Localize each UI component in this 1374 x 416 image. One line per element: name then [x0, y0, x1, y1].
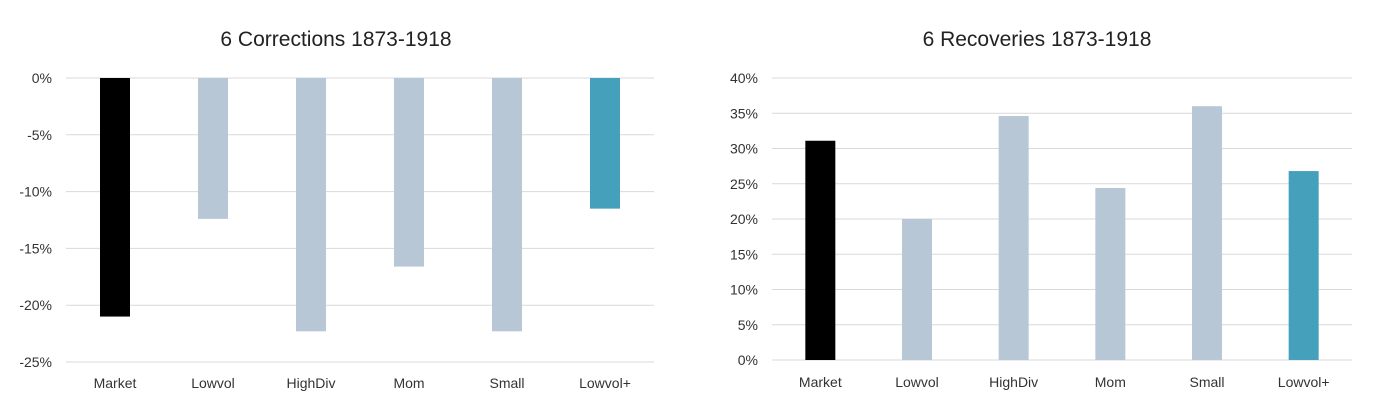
- chart-title: 6 Recoveries 1873-1918: [922, 28, 1152, 51]
- x-category-label: HighDiv: [989, 374, 1038, 390]
- x-category-label: Lowvol: [191, 375, 235, 391]
- bar-lowvol: [1288, 171, 1319, 360]
- bar-lowvol: [902, 219, 932, 360]
- bar-small: [492, 78, 522, 332]
- x-category-label: Market: [94, 375, 137, 391]
- bar-highdiv: [998, 116, 1029, 360]
- bar-highdiv: [296, 78, 326, 332]
- y-tick-label: 35%: [730, 105, 758, 121]
- x-category-label: Lowvol+: [579, 375, 631, 391]
- x-category-label: Mom: [1095, 374, 1126, 390]
- bar-market: [100, 78, 130, 317]
- corrections-chart-panel: 6 Corrections 1873-1918 0% -5% -10% -15% -20…: [0, 0, 672, 416]
- x-category-label: HighDiv: [286, 375, 335, 391]
- chart-title: 6 Corrections 1873-1918: [220, 28, 452, 51]
- recoveries-chart-panel: 6 Recoveries 1873-1918 40% 35% 30% 25% 20% 15…: [700, 0, 1374, 416]
- bar-small: [1192, 106, 1222, 360]
- bar-mom: [1095, 187, 1126, 360]
- x-category-label: Small: [1189, 374, 1224, 390]
- y-tick-label: 15%: [730, 246, 758, 262]
- y-tick-label: 20%: [730, 211, 758, 227]
- x-category-label: Lowvol+: [1278, 374, 1330, 390]
- x-category-label: Mom: [393, 375, 424, 391]
- y-tick-label: 0%: [738, 352, 758, 368]
- y-tick-label: 30%: [730, 141, 758, 157]
- bar-mom: [394, 78, 424, 267]
- x-category-label: Market: [799, 374, 842, 390]
- x-category-label: Lowvol: [895, 374, 939, 390]
- bar-lowvol: [590, 78, 620, 209]
- y-tick-label: -5%: [27, 127, 52, 143]
- y-tick-label: 10%: [730, 282, 758, 298]
- y-tick-label: -10%: [19, 184, 52, 200]
- y-tick-label: -20%: [19, 297, 52, 313]
- y-tick-label: -15%: [19, 240, 52, 256]
- bar-market: [805, 140, 836, 360]
- x-category-label: Small: [489, 375, 524, 391]
- y-tick-label: -25%: [19, 354, 52, 370]
- recoveries-bar-chart: 40% 35% 30% 25% 20% 15% 10% 5% 0% Market Lowvol Hig…: [730, 70, 1352, 390]
- y-tick-label: 40%: [730, 70, 758, 86]
- corrections-bar-chart: 0% -5% -10% -15% -20% -25% Market Lowvol HighDiv…: [19, 70, 654, 391]
- y-tick-label: 0%: [32, 70, 52, 86]
- bar-lowvol: [198, 78, 228, 219]
- y-tick-label: 5%: [738, 317, 758, 333]
- y-tick-label: 25%: [730, 176, 758, 192]
